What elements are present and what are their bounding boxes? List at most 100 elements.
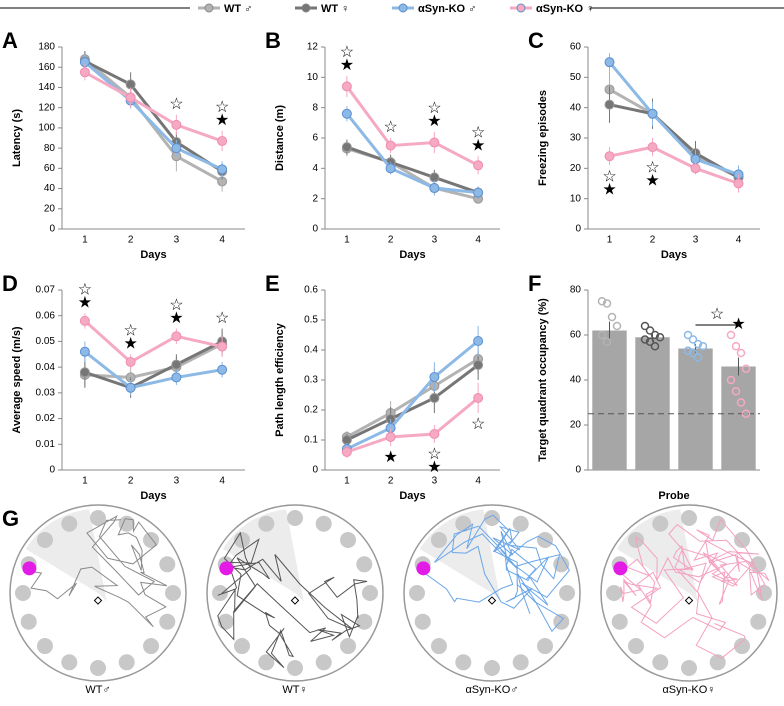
cue <box>681 660 697 676</box>
marker <box>385 163 396 174</box>
x-tick-label: 3 <box>432 476 438 487</box>
y-axis-title: Latency (s) <box>11 109 23 167</box>
y-tick-label: 0.3 <box>304 375 318 386</box>
significance-star: ☆ <box>215 310 229 327</box>
data-point <box>650 330 660 340</box>
bar <box>678 348 713 470</box>
cue <box>258 515 275 532</box>
data-point <box>741 409 751 418</box>
series-line <box>346 363 480 442</box>
significance-star: ★ <box>645 172 659 189</box>
cue <box>455 654 472 671</box>
marker <box>385 432 396 442</box>
x-axis-title: Probe <box>658 490 689 502</box>
cue <box>356 556 373 573</box>
cue <box>512 654 529 671</box>
x-tick-label: 3 <box>174 235 180 246</box>
cue <box>233 638 250 655</box>
marker <box>473 360 484 370</box>
significance-star: ★ <box>427 113 441 130</box>
y-tick-label: 0 <box>575 465 581 476</box>
marker <box>125 92 136 103</box>
significance-star: ☆ <box>169 96 183 113</box>
x-tick-label: 1 <box>82 476 88 487</box>
cue <box>212 585 228 601</box>
panel-letter: F <box>528 271 541 296</box>
marker <box>429 393 440 403</box>
data-point <box>693 353 703 362</box>
cue <box>36 638 53 655</box>
legend-marker <box>516 3 526 13</box>
y-tick-label: 80 <box>570 285 582 296</box>
cue <box>430 531 447 548</box>
x-tick-label: 4 <box>475 476 481 487</box>
data-point <box>741 364 751 373</box>
marker <box>647 142 658 153</box>
marker <box>733 178 744 189</box>
data-point <box>731 342 741 351</box>
significance-star: ★ <box>169 310 183 327</box>
y-tick-label: 20 <box>44 203 56 214</box>
end-marker <box>290 596 300 605</box>
data-point <box>683 330 693 340</box>
cue <box>430 638 447 655</box>
cue <box>159 556 176 573</box>
marker <box>341 81 352 92</box>
y-tick-label: 0 <box>49 224 55 235</box>
significance-star: ☆ <box>215 99 229 116</box>
y-tick-label: 0.4 <box>304 345 318 356</box>
x-tick-label: 2 <box>128 235 134 246</box>
significance-star: ☆ <box>383 119 397 136</box>
cue <box>409 585 425 601</box>
marker <box>171 331 182 342</box>
data-point <box>655 333 665 342</box>
cue <box>20 613 37 630</box>
series-line <box>345 85 479 167</box>
legend-marker <box>398 3 408 13</box>
y-tick-label: 20 <box>570 163 582 174</box>
cue <box>652 515 669 532</box>
significance-star: ☆ <box>78 281 92 298</box>
marker <box>171 359 182 370</box>
arena-label: αSyn-KO♀ <box>662 684 715 696</box>
y-axis-title: Average speed (m/s) <box>11 326 23 434</box>
significance-star: ☆ <box>645 159 659 176</box>
y-tick-label: 0.6 <box>304 285 318 296</box>
legend-label: WT ♀ <box>321 3 349 15</box>
marker <box>79 67 90 78</box>
x-tick-label: 4 <box>219 235 225 246</box>
data-point <box>726 375 736 385</box>
y-tick-label: 10 <box>570 193 582 204</box>
significance-star: ☆ <box>123 323 137 340</box>
arena-label: WT♀ <box>282 684 307 696</box>
significance-star: ☆ <box>427 100 441 117</box>
y-tick-label: 0.06 <box>36 310 56 321</box>
data-point <box>640 335 650 344</box>
y-tick-label: 2 <box>312 193 318 204</box>
cue <box>315 515 332 532</box>
y-tick-label: 60 <box>44 163 56 174</box>
x-axis-title: Days <box>399 249 425 261</box>
y-tick-label: 60 <box>570 42 582 53</box>
y-tick-label: 40 <box>570 102 582 113</box>
marker <box>171 119 182 130</box>
data-point <box>645 337 655 346</box>
data-point <box>688 335 698 344</box>
data-point <box>650 342 660 351</box>
data-point <box>607 312 617 322</box>
cue <box>315 654 332 671</box>
x-tick-label: 1 <box>82 235 88 246</box>
series-line <box>346 357 479 439</box>
panel-letter: D <box>2 271 18 296</box>
series-line <box>608 61 739 176</box>
series-line <box>83 61 223 171</box>
data-point <box>602 299 612 308</box>
cue <box>559 585 575 601</box>
panel-letter: E <box>265 271 280 296</box>
x-tick-label: 2 <box>650 235 656 246</box>
y-tick-label: 40 <box>570 375 582 386</box>
cue <box>90 510 106 526</box>
series-line <box>346 339 480 451</box>
cue <box>750 613 767 630</box>
data-point <box>640 321 650 331</box>
